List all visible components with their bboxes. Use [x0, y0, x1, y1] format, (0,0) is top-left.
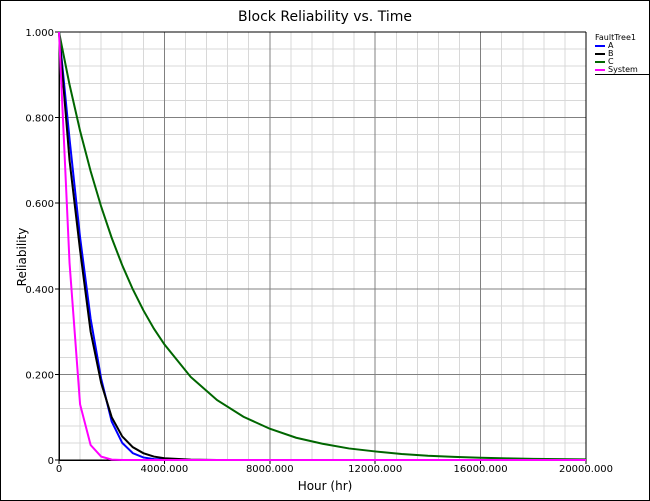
x-tick-label: 20000.000: [559, 464, 613, 475]
x-tick-label: 16000.000: [454, 464, 508, 475]
y-tick-label: 0.600: [25, 199, 54, 210]
x-tick-label: 12000.000: [348, 464, 402, 475]
legend-label: B: [608, 49, 614, 58]
legend-swatch-icon: [595, 53, 605, 55]
series-line-system: [58, 31, 586, 461]
legend-label: A: [608, 41, 614, 50]
legend-item-c: C: [595, 58, 649, 66]
legend-swatch-icon: [595, 45, 605, 47]
chart-title: Block Reliability vs. Time: [238, 9, 412, 25]
series-line-b: [58, 31, 586, 461]
x-tick-label: 0: [56, 464, 62, 475]
x-axis-label: Hour (hr): [297, 479, 353, 493]
x-tick-label: 4000.000: [141, 464, 189, 475]
legend: FaultTree1 A B C System: [595, 33, 649, 75]
series-line-a: [58, 31, 586, 461]
legend-item-a: A: [595, 42, 649, 50]
y-tick-label: 0: [48, 456, 54, 467]
series-line-c: [58, 31, 587, 461]
x-tick-label: 8000.000: [246, 464, 294, 475]
y-tick-label: 0.800: [25, 114, 54, 125]
legend-item-b: B: [595, 50, 649, 58]
y-tick-label: 1.000: [25, 28, 54, 39]
legend-label: C: [608, 57, 614, 66]
legend-label: System: [608, 65, 638, 74]
legend-item-system: System: [595, 66, 649, 75]
legend-swatch-icon: [595, 69, 605, 71]
y-tick-label: 0.400: [25, 285, 54, 296]
legend-title: FaultTree1: [595, 33, 636, 42]
y-tick-label: 0.200: [25, 370, 54, 381]
legend-swatch-icon: [595, 61, 605, 63]
